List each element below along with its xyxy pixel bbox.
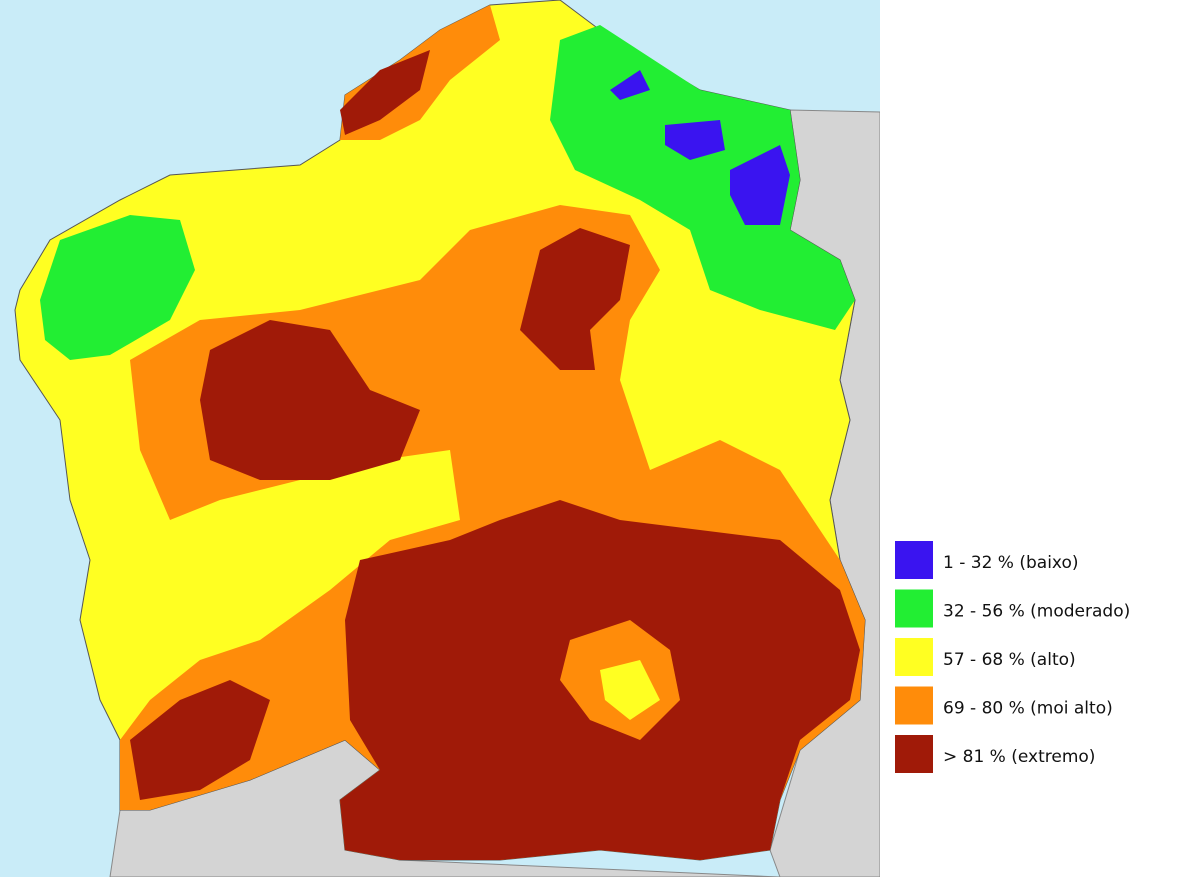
zone-extreme-southwest [130,680,270,800]
legend-swatch [895,686,933,725]
zone-extreme-centre [520,228,630,370]
legend-label: 1 - 32 % (baixo) [943,553,1079,573]
legend-swatch [895,638,933,676]
zone-low [610,70,790,225]
galicia [14,0,866,861]
legend-label: > 81 % (extremo) [943,747,1095,767]
zone-high-inner [600,660,660,720]
legend-label: 32 - 56 % (moderado) [943,602,1130,622]
legend: 1 - 32 % (baixo) 32 - 56 % (moderado) 57 -… [895,541,1130,773]
zone-extreme-west [200,320,420,480]
legend-label: 57 - 68 % (alto) [943,650,1076,670]
zone-extreme-north [340,50,430,135]
legend-swatch [895,541,933,579]
legend-swatch [895,589,933,628]
legend-swatch [895,735,933,773]
legend-label: 69 - 80 % (moi alto) [943,699,1113,719]
legend-panel [880,0,1200,877]
zone-moderate-west [40,215,195,360]
zone-moderate-east [550,25,855,330]
